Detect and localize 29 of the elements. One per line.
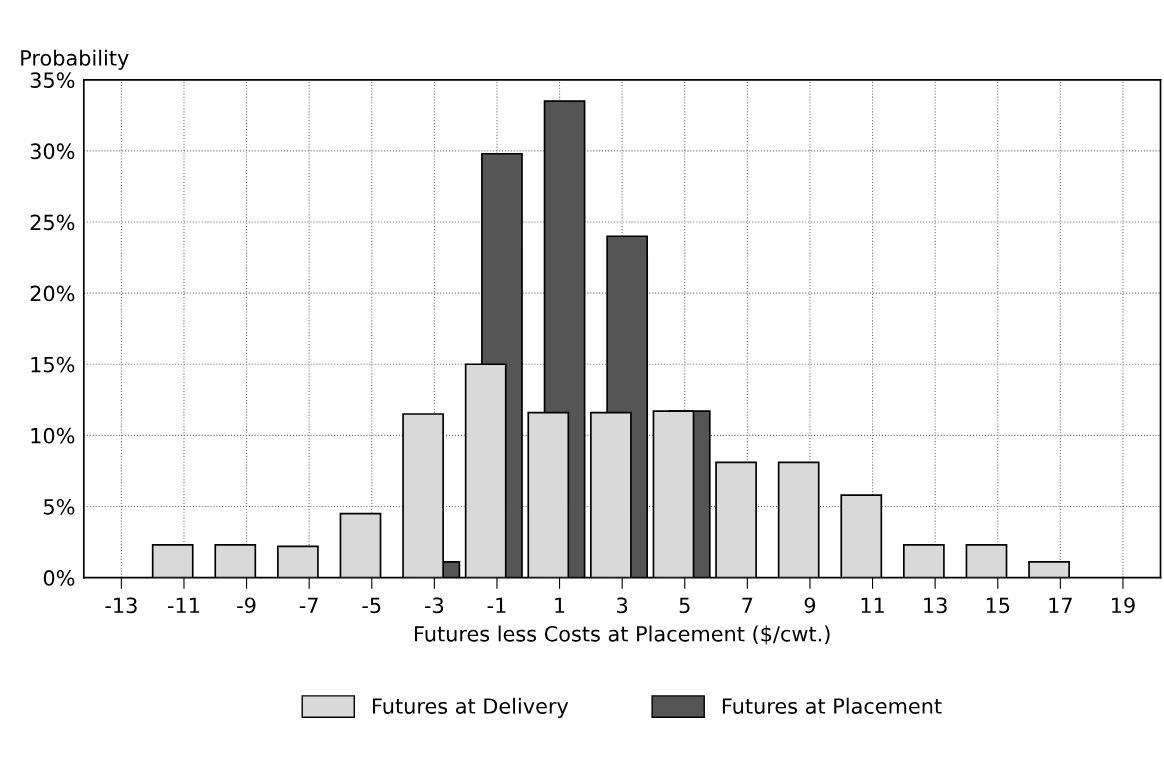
x-tick-label: 7 — [742, 597, 753, 613]
x-tick-label: -3 — [424, 597, 444, 614]
x-tick-label: 17 — [1049, 597, 1072, 613]
x-axis-title: Futures less Costs at Placement ($/cwt.) — [415, 625, 830, 645]
x-tick-label: 9 — [804, 597, 816, 614]
x-tick-label: -11 — [167, 597, 200, 613]
x-tick-label: 13 — [924, 597, 947, 614]
y-axis-title: Probability — [21, 49, 129, 70]
legend-label: Futures at Placement — [722, 697, 942, 714]
y-tick-label: 15% — [31, 356, 75, 373]
y-tick-label: 30% — [30, 143, 75, 160]
x-tick-label: 19 — [1111, 597, 1135, 614]
y-tick-label: 0% — [43, 570, 75, 586]
x-tick-label: 15 — [986, 597, 1010, 614]
x-tick-label: 5 — [679, 597, 690, 614]
x-tick-label: -13 — [105, 597, 137, 614]
x-tick-label: -9 — [237, 597, 256, 614]
y-tick-label: 20% — [30, 285, 75, 302]
x-tick-label: 3 — [617, 597, 628, 614]
x-tick-label: -1 — [487, 597, 506, 613]
x-tick-label: -7 — [299, 597, 318, 613]
x-tick-label: 11 — [861, 597, 884, 613]
x-tick-label: 1 — [555, 597, 565, 613]
y-tick-label: 5% — [44, 498, 75, 515]
y-tick-label: 35% — [30, 72, 75, 89]
y-tick-label: 25% — [30, 214, 75, 231]
legend-label: Futures at Delivery — [373, 697, 569, 718]
y-tick-label: 10% — [31, 427, 75, 444]
x-tick-label: -5 — [362, 597, 381, 614]
